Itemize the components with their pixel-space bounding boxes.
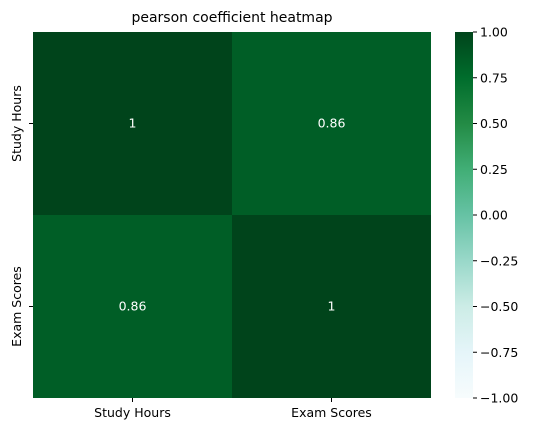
cell-value-label: 0.86 [119, 299, 147, 314]
x-tick-label: Exam Scores [291, 405, 372, 420]
colorbar-tick-label: 1.00 [480, 25, 508, 40]
colorbar-tick-label: 0.25 [480, 162, 508, 177]
heatmap-cell-1-0 [33, 215, 232, 398]
colorbar-tick-label: −1.00 [480, 391, 518, 406]
colorbar-tick-label: −0.25 [480, 253, 518, 268]
x-axis: Study Hours Exam Scores [94, 398, 372, 420]
y-axis: Study Hours Exam Scores [9, 85, 33, 347]
cell-value-label: 0.86 [318, 116, 346, 131]
y-tick-label: Exam Scores [9, 266, 24, 347]
y-tick-label: Study Hours [9, 85, 24, 162]
cell-value-label: 1 [129, 116, 137, 131]
colorbar-tick-label: −0.75 [480, 345, 518, 360]
heatmap-cell-0-0 [33, 32, 232, 215]
heatmap-cell-1-1 [232, 215, 431, 398]
heatmap-cell-0-1 [232, 32, 431, 215]
colorbar: 1.00 0.75 0.50 0.25 0.00 −0.25 −0.50 −0.75 −1.00 [455, 25, 518, 406]
cell-value-label: 1 [328, 299, 336, 314]
colorbar-gradient [455, 32, 473, 398]
colorbar-tick-label: −0.50 [480, 299, 518, 314]
chart-title: pearson coefficient heatmap [131, 10, 332, 26]
x-tick-label: Study Hours [94, 405, 171, 420]
colorbar-tick-label: 0.00 [480, 208, 508, 223]
colorbar-tick-label: 0.50 [480, 116, 508, 131]
heatmap-cells: 1 0.86 0.86 1 [33, 32, 431, 398]
colorbar-tick-label: 0.75 [480, 70, 508, 85]
